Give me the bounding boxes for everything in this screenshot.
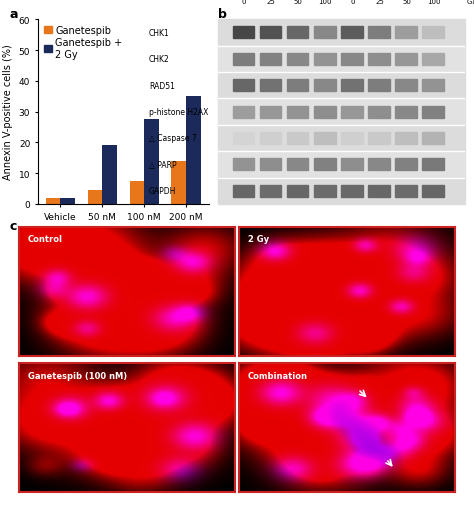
Bar — [341, 159, 363, 171]
Bar — [395, 133, 417, 144]
Bar — [314, 185, 336, 197]
Bar — [314, 54, 336, 66]
Bar — [260, 27, 282, 39]
Bar — [233, 185, 254, 197]
Bar — [218, 46, 465, 73]
Text: 100: 100 — [319, 0, 332, 6]
Text: b: b — [218, 8, 227, 21]
Bar — [260, 80, 282, 92]
Text: CHK1: CHK1 — [149, 29, 170, 38]
Bar — [287, 159, 309, 171]
Bar — [395, 80, 417, 92]
Bar — [368, 133, 390, 144]
Bar — [341, 133, 363, 144]
Bar — [260, 185, 282, 197]
Bar — [233, 80, 254, 92]
Bar — [172, 162, 186, 205]
Bar — [422, 159, 444, 171]
Bar — [314, 80, 336, 92]
Text: △ Caspase 7: △ Caspase 7 — [149, 134, 197, 143]
Bar — [287, 107, 309, 118]
Text: 100: 100 — [427, 0, 440, 6]
Text: 25: 25 — [267, 0, 275, 6]
Bar — [368, 54, 390, 66]
Text: 2 Gy: 2 Gy — [248, 235, 269, 244]
Bar — [60, 199, 75, 205]
Bar — [395, 107, 417, 118]
Bar — [368, 159, 390, 171]
Text: 0: 0 — [350, 0, 355, 6]
Text: 25: 25 — [375, 0, 384, 6]
Bar — [422, 54, 444, 66]
Bar — [287, 27, 309, 39]
Bar — [422, 107, 444, 118]
Bar — [287, 185, 309, 197]
Bar — [129, 181, 144, 205]
Text: Control: Control — [27, 235, 63, 244]
Bar — [287, 133, 309, 144]
Bar — [260, 54, 282, 66]
Bar — [260, 133, 282, 144]
Bar — [287, 80, 309, 92]
Text: c: c — [9, 220, 17, 233]
Text: 0: 0 — [242, 0, 246, 6]
Bar — [422, 133, 444, 144]
Bar — [314, 107, 336, 118]
Bar — [102, 146, 117, 205]
Bar — [341, 185, 363, 197]
Text: 50: 50 — [402, 0, 411, 6]
Y-axis label: Annexin V-positive cells (%): Annexin V-positive cells (%) — [3, 44, 13, 180]
Bar — [287, 54, 309, 66]
Bar — [218, 20, 465, 46]
Text: CHK2: CHK2 — [149, 55, 170, 64]
Text: △ PARP: △ PARP — [149, 161, 177, 170]
Bar — [341, 80, 363, 92]
Bar — [395, 185, 417, 197]
Text: a: a — [9, 8, 18, 21]
Bar — [260, 159, 282, 171]
X-axis label: Ganetespib dose: Ganetespib dose — [82, 227, 164, 237]
Bar — [395, 27, 417, 39]
Bar — [314, 159, 336, 171]
Bar — [233, 133, 254, 144]
Legend: Ganetespib, Ganetespib +
2 Gy: Ganetespib, Ganetespib + 2 Gy — [43, 25, 124, 61]
Bar — [341, 27, 363, 39]
Text: 50: 50 — [294, 0, 302, 6]
Bar — [218, 152, 465, 178]
Bar — [314, 27, 336, 39]
Bar — [341, 54, 363, 66]
Text: Ganetespib (100 nM): Ganetespib (100 nM) — [27, 371, 127, 380]
Bar — [186, 97, 201, 205]
Bar — [233, 159, 254, 171]
Text: p-histone H2AX: p-histone H2AX — [149, 108, 209, 117]
Bar — [233, 107, 254, 118]
Bar — [88, 191, 102, 205]
Text: Combination: Combination — [248, 371, 308, 380]
Bar — [368, 107, 390, 118]
Bar — [218, 178, 465, 205]
Text: Ganetespib (nM): Ganetespib (nM) — [467, 0, 474, 6]
Bar — [144, 120, 159, 205]
Bar — [422, 185, 444, 197]
Bar — [233, 54, 254, 66]
Bar — [368, 27, 390, 39]
Bar — [395, 159, 417, 171]
Bar — [368, 185, 390, 197]
Bar — [218, 73, 465, 99]
Bar — [218, 99, 465, 126]
Bar — [46, 198, 60, 205]
Bar — [218, 126, 465, 152]
Bar — [233, 27, 254, 39]
Bar — [422, 80, 444, 92]
Text: RAD51: RAD51 — [149, 81, 175, 90]
Bar — [422, 27, 444, 39]
Bar — [314, 133, 336, 144]
Bar — [260, 107, 282, 118]
Text: GAPDH: GAPDH — [149, 187, 176, 196]
Bar — [395, 54, 417, 66]
Bar — [341, 107, 363, 118]
Bar — [368, 80, 390, 92]
